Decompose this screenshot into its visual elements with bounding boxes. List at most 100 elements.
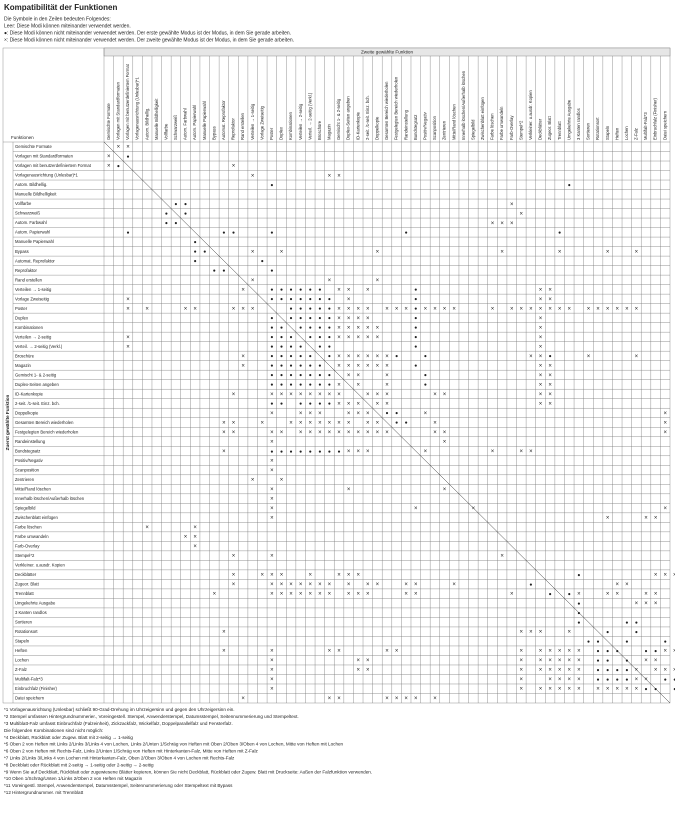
cell-symbol: × [366, 287, 370, 293]
cell-symbol: × [193, 544, 197, 550]
cell-symbol: ● [174, 221, 177, 227]
row-label: Duplex-Seiten angeben [15, 382, 59, 387]
cell-symbol: × [558, 687, 562, 693]
row-label: Heften [15, 648, 28, 653]
cell-symbol: × [376, 392, 380, 398]
cell-symbol: × [510, 221, 514, 227]
cell-symbol: × [635, 687, 639, 693]
cell-symbol: × [663, 430, 667, 436]
row-label: Positiv/Negativ [15, 458, 44, 463]
row-label: Vorlage Zweiseitig [15, 296, 50, 301]
corner-label: Funktionen [11, 135, 34, 140]
cell-symbol: × [270, 497, 274, 503]
cell-symbol: × [299, 420, 303, 426]
cell-symbol: × [376, 249, 380, 255]
cell-symbol: × [539, 363, 543, 369]
cell-symbol: × [251, 173, 255, 179]
row-label: Manuelle Papierwahl [15, 239, 54, 244]
cell-symbol: ● [222, 268, 225, 274]
cell-symbol: × [568, 306, 572, 312]
cell-symbol: ● [299, 373, 302, 379]
cell-symbol: × [270, 468, 274, 474]
cell-symbol: × [270, 459, 274, 465]
cell-symbol: ● [395, 411, 398, 417]
cell-symbol: × [558, 649, 562, 655]
cell-symbol: × [213, 592, 217, 598]
cell-symbol: × [654, 668, 658, 674]
column-label: Duplex [279, 126, 284, 140]
cell-symbol: ● [213, 268, 216, 274]
cell-symbol: × [184, 535, 188, 541]
cell-symbol: × [500, 221, 504, 227]
cell-symbol: × [625, 687, 629, 693]
cell-symbol: × [270, 430, 274, 436]
cell-symbol: × [376, 430, 380, 436]
cell-symbol: × [606, 687, 610, 693]
cell-symbol: × [376, 335, 380, 341]
row-label: Verteilen → 2-seitig [15, 334, 52, 339]
cell-symbol: × [270, 668, 274, 674]
cell-symbol: × [117, 145, 121, 151]
page-title: Kompatibilität der Funktionen [4, 3, 117, 12]
cell-symbol: × [270, 592, 274, 598]
cell-symbol: × [280, 592, 284, 598]
column-label: Poster [269, 127, 274, 140]
cell-symbol: × [356, 335, 360, 341]
cell-symbol: × [328, 649, 332, 655]
cell-symbol: × [376, 401, 380, 407]
cell-symbol: ● [270, 363, 273, 369]
cell-symbol: × [635, 601, 639, 607]
cell-symbol: × [635, 677, 639, 683]
cell-symbol: ● [280, 287, 283, 293]
cell-symbol: × [529, 354, 533, 360]
column-label: Zentrieren [442, 120, 447, 140]
cell-symbol: × [414, 506, 418, 512]
column-label: Vollfarbe [163, 123, 168, 140]
cell-symbol: × [366, 449, 370, 455]
cell-symbol: ● [664, 639, 667, 645]
column-label: Z-Falz [634, 128, 639, 140]
cell-symbol: × [433, 306, 437, 312]
cell-symbol: × [347, 401, 351, 407]
column-label: Bundstegsatz [413, 115, 418, 140]
cell-symbol: × [308, 420, 312, 426]
row-label: Zugeor. Blatt [15, 582, 40, 587]
cell-symbol: × [270, 649, 274, 655]
cell-symbol: × [337, 696, 341, 702]
cell-symbol: ● [194, 240, 197, 246]
cell-symbol: × [337, 382, 341, 388]
cell-symbol: ● [645, 648, 648, 654]
cell-symbol: ● [270, 401, 273, 407]
cell-symbol: ● [673, 677, 675, 683]
cell-symbol: ● [328, 449, 331, 455]
row-label: Magazin [15, 363, 31, 368]
cell-symbol: ● [270, 297, 273, 303]
column-label: Reprofaktor [231, 118, 236, 140]
row-label: 3 Kanten randlos [15, 610, 47, 615]
cell-symbol: ● [606, 629, 609, 635]
cell-symbol: × [635, 306, 639, 312]
row-label: Manuelle Bildhelligkeit [15, 192, 57, 197]
row-label: Z-Falz [15, 667, 27, 672]
cell-symbol: × [615, 582, 619, 588]
cell-symbol: ● [616, 648, 619, 654]
cell-symbol: ● [328, 373, 331, 379]
cell-symbol: × [404, 582, 408, 588]
cell-symbol: × [318, 592, 322, 598]
column-label: Randeinstellung [403, 109, 408, 140]
cell-symbol: × [280, 573, 284, 579]
cell-symbol: × [222, 630, 226, 636]
cell-symbol: × [280, 582, 284, 588]
cell-symbol: ● [309, 306, 312, 312]
cell-symbol: × [270, 687, 274, 693]
cell-symbol: ● [299, 363, 302, 369]
cell-symbol: × [145, 525, 149, 531]
column-label: Farb-Overlay [509, 115, 514, 140]
cell-symbol: × [443, 487, 447, 493]
cell-symbol: ● [309, 449, 312, 455]
cell-symbol: × [577, 649, 581, 655]
cell-symbol: ● [280, 297, 283, 303]
column-label: Verteilen → 2-seitig [298, 103, 303, 140]
cell-symbol: ● [328, 306, 331, 312]
cell-symbol: ● [414, 287, 417, 293]
